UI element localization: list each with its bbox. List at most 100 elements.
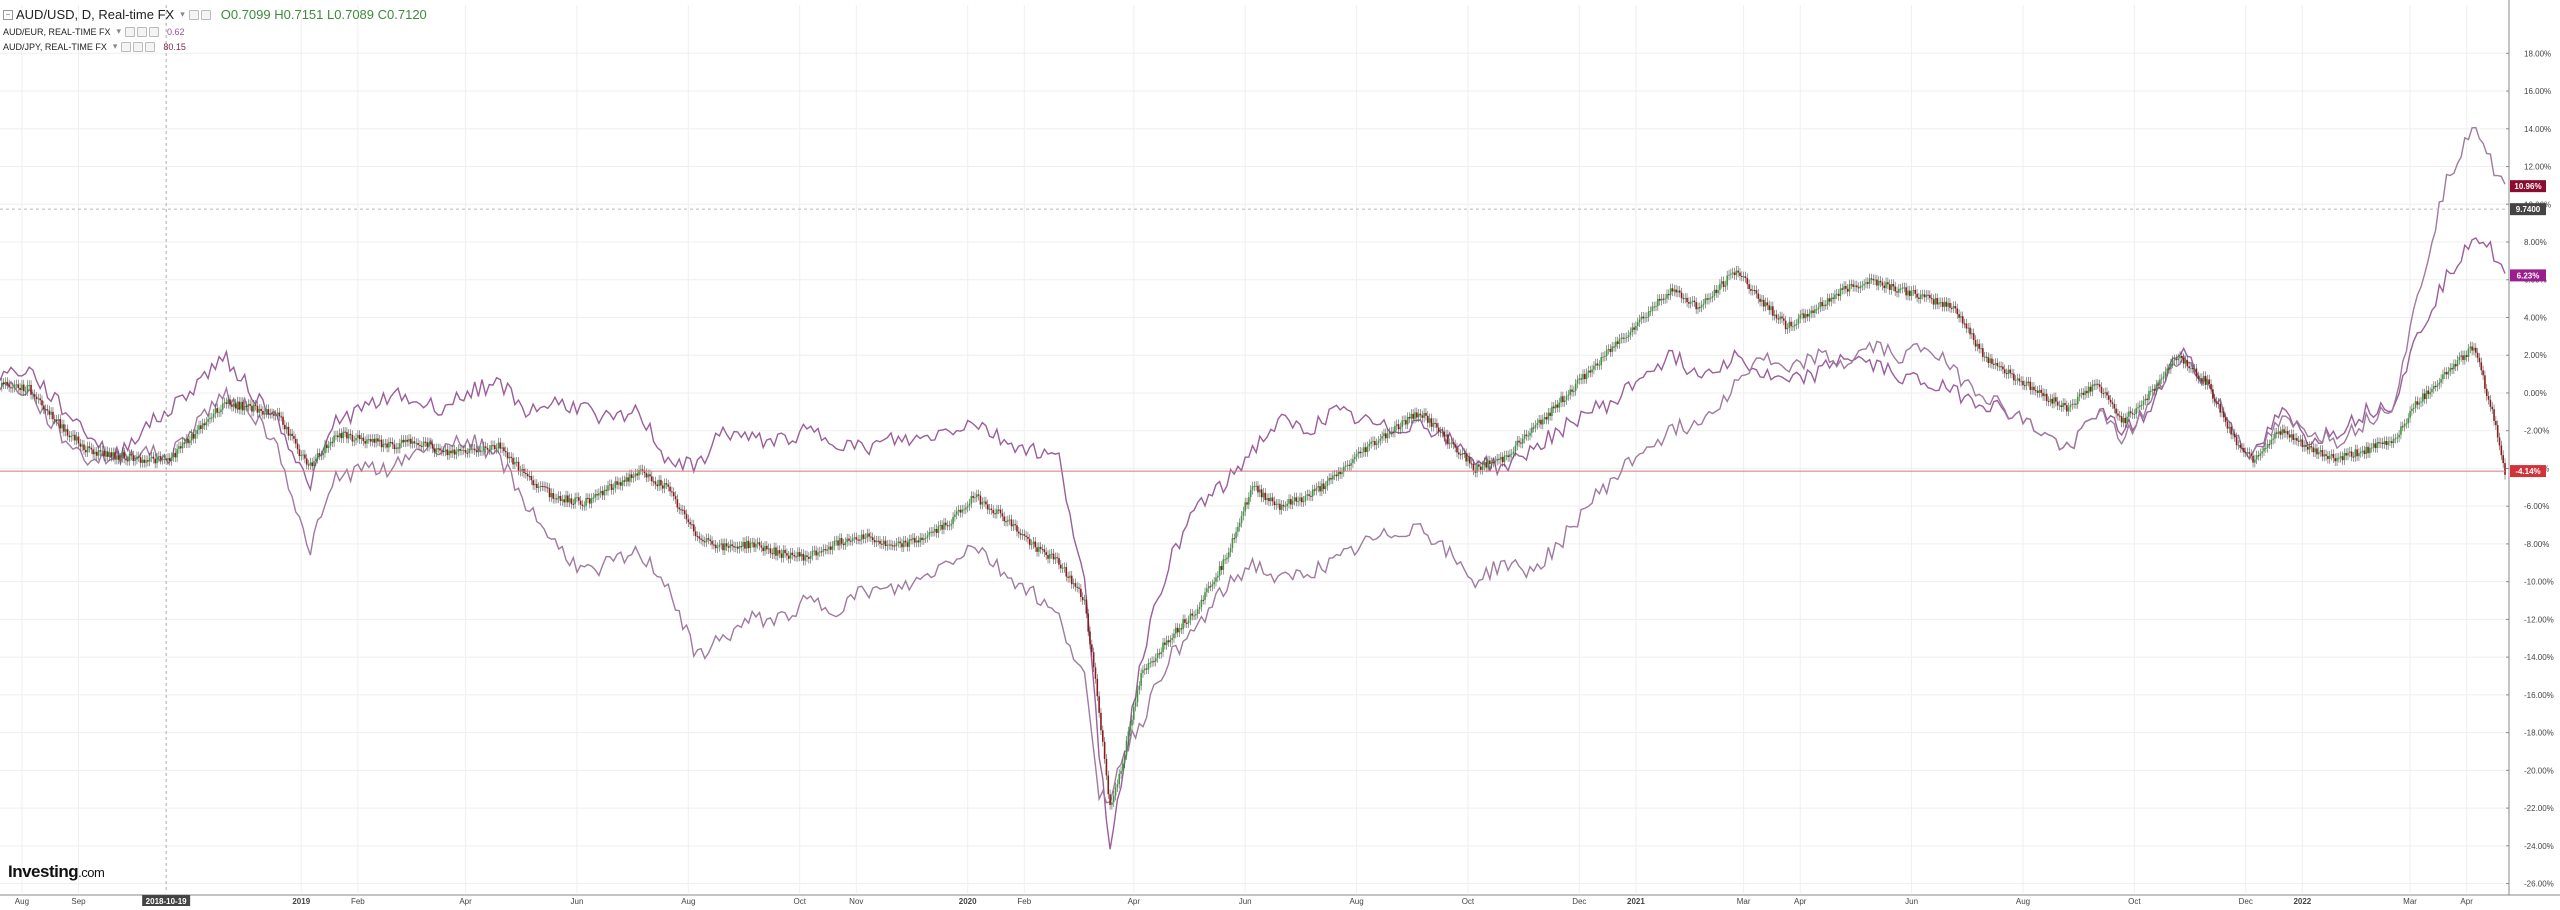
- candle-body: [2128, 411, 2130, 417]
- candle-body: [1286, 503, 1288, 507]
- candle-body: [1686, 297, 1688, 303]
- candle-body: [444, 449, 447, 452]
- candle-body: [976, 494, 978, 498]
- legend-main-row[interactable]: − AUD/USD, D, Real-time FX ▾ O0.7099 H0.…: [3, 5, 427, 24]
- candle-body: [944, 522, 947, 526]
- candle-body: [1479, 466, 1482, 470]
- candle-body: [159, 456, 162, 460]
- candle-body: [1857, 287, 1860, 289]
- eye-icon[interactable]: [125, 26, 136, 37]
- candle-body: [1485, 462, 1488, 468]
- candle-body: [2199, 378, 2201, 380]
- candle-body: [1363, 447, 1365, 453]
- candle-body: [1750, 289, 1752, 291]
- candle-body: [346, 432, 348, 439]
- candle-body: [1992, 363, 1995, 365]
- candle-body: [2241, 447, 2243, 449]
- candle-body: [2, 382, 5, 385]
- candle-body: [1441, 431, 1444, 433]
- candle-body: [1941, 302, 1944, 307]
- candle-body: [585, 497, 587, 506]
- x-tick-label: 2022: [2293, 897, 2311, 906]
- candle-body: [1131, 719, 1133, 726]
- candle-body: [1083, 599, 1086, 601]
- candle-body: [974, 497, 976, 499]
- candle-body: [1971, 333, 1973, 335]
- candle-body: [1262, 492, 1265, 498]
- crosshair-value-badge: [2510, 203, 2546, 216]
- candle-body: [1143, 668, 1146, 671]
- candles-aud-usd[interactable]: [1, 265, 2506, 810]
- candle-body: [1918, 297, 1920, 300]
- brand-logo: Investing.com: [8, 862, 105, 882]
- candle-body: [1907, 290, 1909, 296]
- candle-body: [1715, 289, 1718, 294]
- chevron-down-icon[interactable]: ▾: [112, 41, 118, 51]
- candle-body: [30, 384, 32, 395]
- series-line-aud-jpy[interactable]: [0, 126, 2506, 804]
- close-icon[interactable]: [149, 26, 160, 37]
- candle-body: [941, 524, 943, 530]
- candle-body: [1332, 475, 1334, 480]
- compare-symbol-label[interactable]: AUD/JPY, REAL-TIME FX: [3, 41, 107, 52]
- candle-body: [1246, 502, 1248, 505]
- candle-body: [2013, 373, 2015, 381]
- candle-body: [1280, 504, 1283, 510]
- x-axis[interactable]: Aug Sep 2019 Feb Apr Jun Aug Oct Nov 2020 Feb Apr Ju…: [0, 894, 2560, 906]
- candle-body: [2181, 355, 2183, 358]
- collapse-legend-icon[interactable]: −: [3, 9, 13, 20]
- candle-body: [161, 459, 164, 461]
- candle-body: [484, 446, 487, 448]
- settings-icon[interactable]: [200, 9, 211, 20]
- candle-body: [336, 435, 339, 438]
- candle-body: [1450, 442, 1453, 444]
- plot-area[interactable]: [0, 126, 2506, 850]
- candle-body: [1461, 453, 1464, 455]
- close-icon[interactable]: [145, 41, 156, 52]
- candle-body: [1792, 326, 1794, 328]
- candle-body: [470, 448, 472, 450]
- candle-body: [393, 444, 396, 450]
- candle-body: [2420, 401, 2422, 403]
- candle-body: [1983, 356, 1986, 358]
- candle-body: [1080, 588, 1082, 598]
- candle-body: [132, 455, 135, 461]
- candle-body: [1169, 639, 1172, 643]
- candle-body: [756, 542, 759, 544]
- candle-body: [2186, 360, 2189, 367]
- chevron-down-icon[interactable]: ▾: [116, 26, 122, 36]
- candle-body: [287, 426, 290, 436]
- compare-symbol-label[interactable]: AUD/EUR, REAL-TIME FX: [3, 26, 111, 37]
- candle-body: [358, 434, 361, 440]
- candle-body: [1299, 497, 1301, 502]
- candle-body: [1279, 503, 1281, 510]
- candle-body: [2341, 456, 2344, 461]
- candle-body: [411, 441, 414, 444]
- main-symbol-label[interactable]: AUD/USD, D, Real-time FX: [16, 7, 175, 22]
- candle-body: [2201, 378, 2203, 382]
- candle-body: [483, 446, 485, 451]
- candle-body: [2438, 382, 2441, 385]
- candle-body: [386, 443, 388, 448]
- candle-body: [888, 544, 890, 546]
- candle-body: [280, 416, 282, 418]
- candle-body: [1054, 557, 1057, 560]
- candle-body: [2255, 455, 2258, 460]
- legend-compare-eur[interactable]: AUD/EUR, REAL-TIME FX ▾ 0.62: [3, 24, 427, 39]
- candle-body: [150, 456, 153, 458]
- candle-body: [134, 459, 136, 461]
- settings-icon[interactable]: [133, 41, 144, 52]
- candle-body: [152, 456, 155, 459]
- candle-body: [2033, 386, 2035, 391]
- eye-icon[interactable]: [121, 41, 132, 52]
- legend-compare-jpy[interactable]: AUD/JPY, REAL-TIME FX ▾ 80.15: [3, 39, 427, 54]
- eye-icon[interactable]: [188, 9, 199, 20]
- candle-body: [742, 541, 744, 547]
- candle-body: [1085, 599, 1088, 614]
- y-axis[interactable]: 18.00%16.00%14.00%12.00%10.00%8.00%6.00%…: [2506, 0, 2554, 895]
- chevron-down-icon[interactable]: ▾: [180, 9, 185, 19]
- settings-icon[interactable]: [137, 26, 148, 37]
- candle-body: [2038, 389, 2041, 393]
- candle-body: [1846, 288, 1849, 292]
